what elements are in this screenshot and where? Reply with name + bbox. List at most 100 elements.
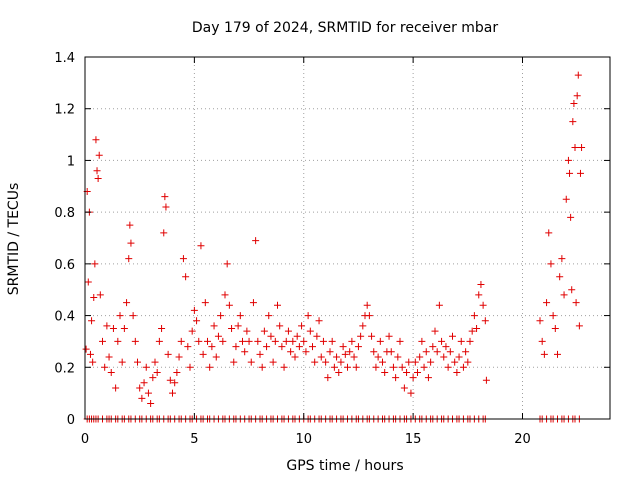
data-point xyxy=(236,312,244,320)
data-point xyxy=(99,337,106,345)
data-point xyxy=(400,384,408,392)
data-point xyxy=(289,337,297,345)
data-point xyxy=(346,348,354,356)
data-point xyxy=(418,337,426,345)
data-point xyxy=(473,325,481,332)
data-point xyxy=(126,221,134,229)
data-point xyxy=(444,363,452,371)
x-tick-label: 0 xyxy=(81,432,89,447)
data-point xyxy=(230,358,238,366)
data-point xyxy=(558,255,566,263)
data-point xyxy=(184,343,192,351)
data-point xyxy=(125,255,133,263)
data-point xyxy=(109,325,117,332)
data-point xyxy=(424,374,432,382)
data-point xyxy=(379,358,386,366)
data-point xyxy=(387,348,395,356)
data-point xyxy=(93,167,101,175)
data-point xyxy=(302,348,310,356)
data-point xyxy=(96,291,104,299)
data-point xyxy=(363,301,371,309)
axis-ticks: 0 0.2 0.4 0.6 0.8 1 1.2 1.4 0 5 10 15 20 xyxy=(54,51,610,447)
data-point xyxy=(103,322,111,330)
data-point xyxy=(370,348,378,356)
data-point xyxy=(457,337,465,345)
data-point xyxy=(158,325,166,332)
data-point xyxy=(453,368,461,376)
grid-lines xyxy=(85,57,610,419)
data-point xyxy=(446,348,454,356)
data-point xyxy=(105,353,113,361)
y-tick-label: 1.4 xyxy=(54,51,75,66)
data-point xyxy=(228,325,236,332)
data-point xyxy=(311,358,319,366)
data-point xyxy=(276,322,284,330)
data-point xyxy=(578,144,586,151)
x-axis-label: GPS time / hours xyxy=(286,458,403,474)
data-point xyxy=(455,353,463,361)
chart-title: Day 179 of 2024, SRMTID for receiver mba… xyxy=(192,20,499,36)
data-point xyxy=(223,260,231,268)
data-point xyxy=(567,213,575,221)
data-point xyxy=(118,358,126,366)
x-tick-label: 10 xyxy=(295,432,312,447)
data-point xyxy=(129,312,137,320)
data-point xyxy=(201,299,209,307)
data-point xyxy=(280,363,288,371)
data-point xyxy=(309,343,316,351)
data-point xyxy=(88,317,96,325)
data-point xyxy=(82,345,90,353)
data-point xyxy=(90,293,98,301)
data-point xyxy=(219,337,227,345)
data-point xyxy=(549,312,557,320)
data-point xyxy=(440,353,448,361)
data-point xyxy=(221,291,229,299)
y-tick-label: 1.2 xyxy=(54,103,75,118)
data-point xyxy=(556,273,564,281)
data-point xyxy=(368,332,376,340)
data-point xyxy=(344,363,351,371)
data-point xyxy=(313,332,321,340)
data-point xyxy=(574,71,582,79)
data-point xyxy=(573,92,581,100)
data-point xyxy=(394,353,402,361)
data-point xyxy=(333,353,341,361)
data-point xyxy=(409,374,417,382)
data-point xyxy=(245,337,253,345)
data-point xyxy=(335,368,343,376)
data-point xyxy=(153,368,161,376)
data-point xyxy=(89,358,97,366)
data-point xyxy=(389,363,397,371)
data-point xyxy=(304,312,312,320)
data-point xyxy=(385,332,393,340)
data-point xyxy=(212,353,220,361)
data-point xyxy=(568,286,576,294)
data-point xyxy=(161,193,169,201)
data-point xyxy=(464,358,472,366)
data-point xyxy=(179,255,187,263)
y-tick-label: 0.6 xyxy=(54,258,75,273)
data-point xyxy=(210,322,218,330)
data-point xyxy=(169,389,176,397)
data-point xyxy=(481,317,489,325)
data-point xyxy=(300,337,308,345)
data-point xyxy=(190,306,198,314)
plot-frame xyxy=(84,56,611,420)
data-point xyxy=(147,399,155,407)
data-point xyxy=(407,389,415,397)
data-point xyxy=(315,317,323,325)
data-point xyxy=(470,312,478,320)
data-point xyxy=(468,327,476,335)
data-point xyxy=(287,348,295,356)
data-point xyxy=(403,368,411,376)
data-point xyxy=(284,327,292,335)
data-point xyxy=(171,379,179,387)
data-point xyxy=(134,358,141,366)
data-point xyxy=(576,169,584,177)
y-axis-label: SRMTID / TECUs xyxy=(6,183,22,296)
data-point xyxy=(431,327,439,335)
data-point xyxy=(341,350,349,358)
data-point xyxy=(381,368,389,376)
data-point xyxy=(326,348,334,356)
